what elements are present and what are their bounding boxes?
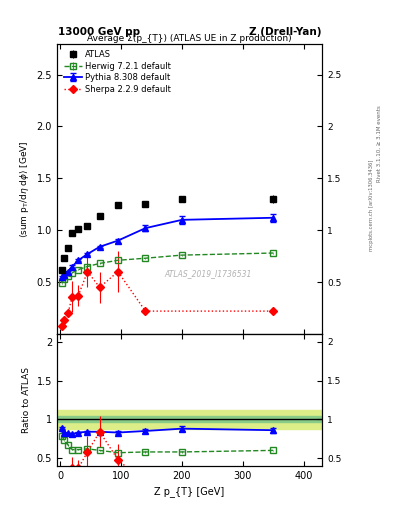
Bar xyxy=(57,416,322,422)
X-axis label: Z p_{T} [GeV]: Z p_{T} [GeV] xyxy=(154,486,225,497)
Text: mcplots.cern.ch [arXiv:1306.3436]: mcplots.cern.ch [arXiv:1306.3436] xyxy=(369,159,374,250)
Title: Average Σ(p_{T}) (ATLAS UE in Z production): Average Σ(p_{T}) (ATLAS UE in Z producti… xyxy=(87,34,292,42)
Text: ATLAS_2019_I1736531: ATLAS_2019_I1736531 xyxy=(165,269,252,278)
Y-axis label: Ratio to ATLAS: Ratio to ATLAS xyxy=(22,367,31,433)
Bar xyxy=(57,410,322,429)
Text: Z (Drell-Yan): Z (Drell-Yan) xyxy=(249,27,321,37)
Text: Rivet 3.1.10, ≥ 3.1M events: Rivet 3.1.10, ≥ 3.1M events xyxy=(377,105,382,182)
Legend: ATLAS, Herwig 7.2.1 default, Pythia 8.308 default, Sherpa 2.2.9 default: ATLAS, Herwig 7.2.1 default, Pythia 8.30… xyxy=(61,48,174,96)
Text: 13000 GeV pp: 13000 GeV pp xyxy=(58,27,140,37)
Y-axis label: $\langle$sum p$_{\rm T}$/d$\eta$ d$\phi\rangle$ [GeV]: $\langle$sum p$_{\rm T}$/d$\eta$ d$\phi\… xyxy=(18,140,31,238)
